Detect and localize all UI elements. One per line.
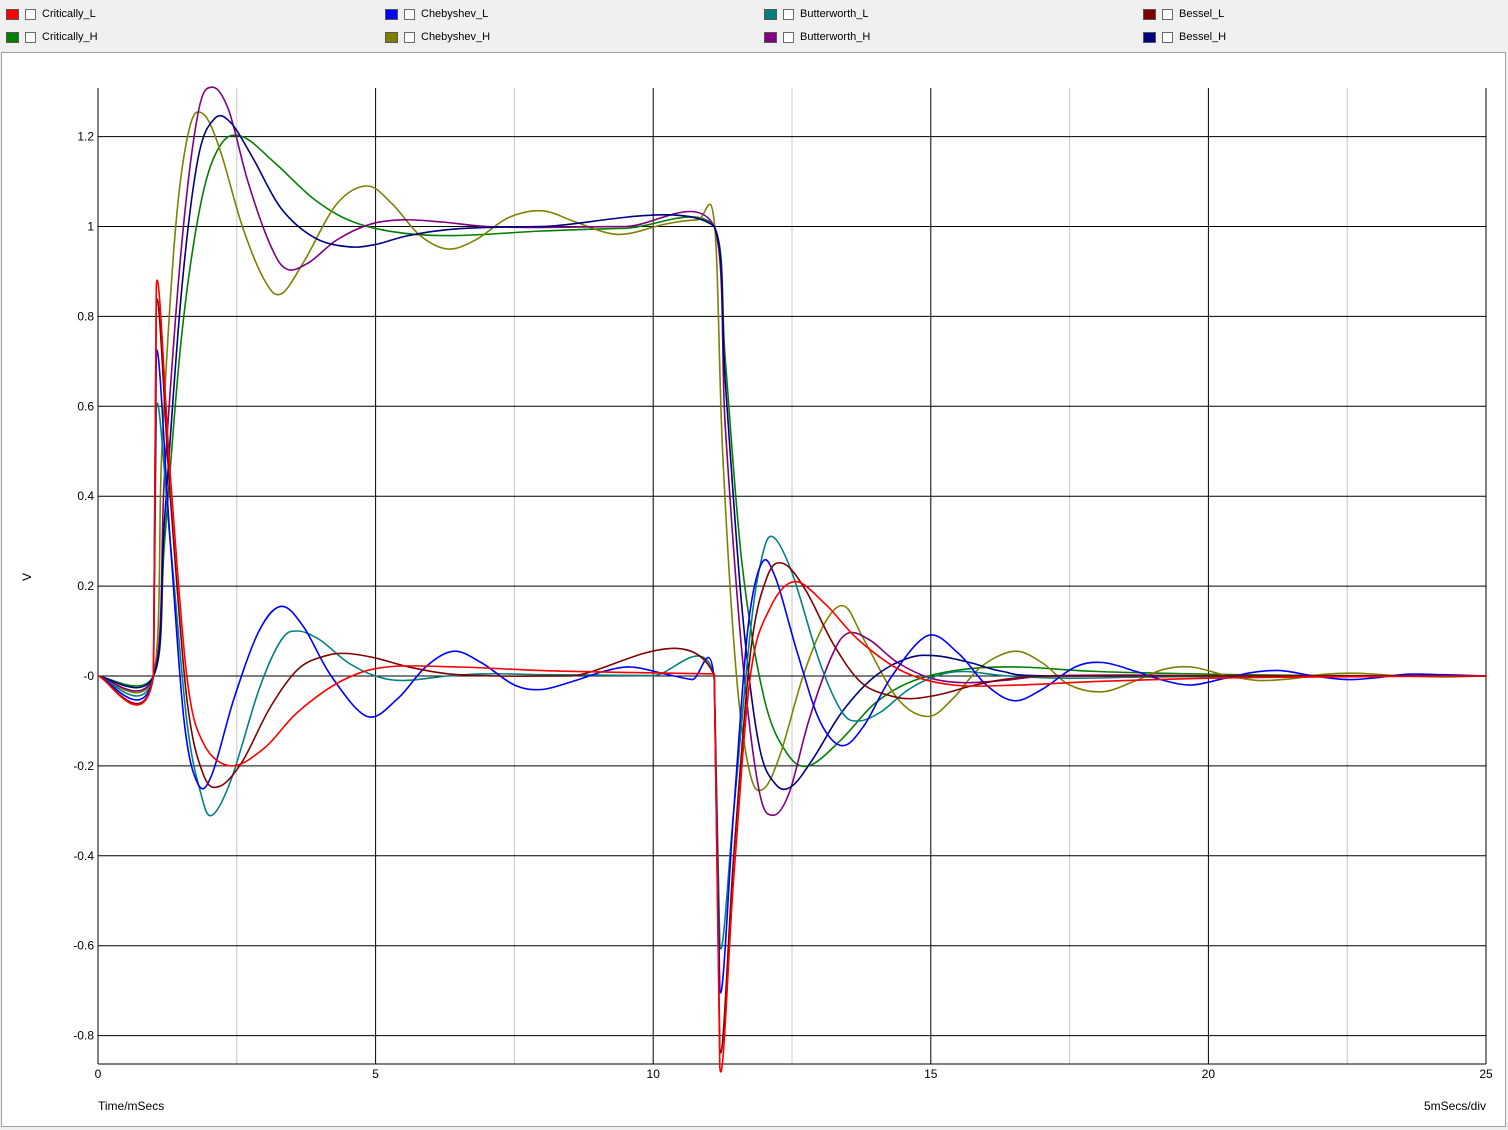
legend: Critically_L Critically_H Chebyshev_L Cheby…: [0, 0, 1508, 51]
legend-swatch: [764, 31, 777, 43]
y-axis-label: V: [20, 573, 34, 581]
x-tick-label: 20: [1202, 1067, 1216, 1081]
y-tick-label: 0.6: [77, 399, 94, 413]
legend-item-bessel-h[interactable]: Bessel_H: [1143, 27, 1226, 47]
legend-swatch: [385, 31, 398, 43]
legend-swatch: [385, 8, 398, 20]
series-line-bessel-l: [97, 298, 1487, 1054]
series-line-chebyshev-l: [97, 349, 1487, 994]
series-line-critically-l: [97, 279, 1487, 1073]
scale-label: 5mSecs/div: [1424, 1099, 1486, 1113]
legend-checkbox[interactable]: [1162, 8, 1173, 20]
legend-swatch: [6, 8, 19, 20]
series-line-bessel-h: [97, 114, 1487, 791]
axes: [97, 88, 1486, 1065]
legend-item-chebyshev-l[interactable]: Chebyshev_L: [385, 4, 488, 24]
legend-checkbox[interactable]: [783, 8, 794, 20]
legend-checkbox[interactable]: [1162, 31, 1173, 43]
legend-checkbox[interactable]: [404, 31, 415, 43]
y-tick-label: 0.2: [77, 579, 94, 593]
legend-label: Bessel_H: [1179, 31, 1227, 43]
y-tick-label: 0.4: [77, 489, 94, 503]
legend-item-critically-h[interactable]: Critically_H: [6, 27, 98, 47]
x-tick-label: 10: [647, 1067, 661, 1081]
series-group: [97, 86, 1487, 1073]
legend-label: Butterworth_L: [800, 8, 869, 20]
minor-gridlines: [236, 88, 1348, 1064]
legend-checkbox[interactable]: [25, 8, 36, 20]
tick-labels: 0 5 10 15 20 25 1.2 1 0.8 0.6 0.4 0.2 -0 -0.2 -0.4 -0.6…: [73, 130, 1493, 1081]
y-tick-label: -0.6: [73, 939, 94, 953]
legend-item-critically-l[interactable]: Critically_L: [6, 4, 96, 24]
legend-label: Butterworth_H: [800, 31, 871, 43]
legend-swatch: [1143, 8, 1156, 20]
y-tick-label: -0.2: [73, 759, 94, 773]
legend-swatch: [6, 31, 19, 43]
legend-item-butterworth-h[interactable]: Butterworth_H: [764, 27, 870, 47]
legend-item-butterworth-l[interactable]: Butterworth_L: [764, 4, 868, 24]
y-tick-label: 0.8: [77, 309, 94, 323]
legend-swatch: [1143, 31, 1156, 43]
x-tick-label: 25: [1479, 1067, 1493, 1081]
series-line-butterworth-h: [97, 86, 1487, 817]
x-axis-label: Time/mSecs: [98, 1099, 164, 1113]
legend-label: Critically_L: [42, 8, 96, 20]
legend-label: Chebyshev_H: [421, 31, 491, 43]
y-tick-label: -0: [83, 669, 94, 683]
x-tick-label: 0: [95, 1067, 102, 1081]
y-tick-label: 1.2: [77, 130, 94, 144]
x-tick-label: 5: [372, 1067, 379, 1081]
legend-label: Critically_H: [42, 31, 98, 43]
legend-checkbox[interactable]: [404, 8, 415, 20]
legend-checkbox[interactable]: [783, 31, 794, 43]
x-tick-label: 15: [924, 1067, 938, 1081]
series-line-butterworth-l: [97, 402, 1487, 950]
legend-swatch: [764, 8, 777, 20]
legend-label: Bessel_L: [1179, 8, 1225, 20]
y-tick-label: 1: [87, 220, 94, 234]
y-tick-label: -0.4: [73, 849, 94, 863]
series-line-chebyshev-h: [97, 111, 1487, 792]
legend-checkbox[interactable]: [25, 31, 36, 43]
legend-item-chebyshev-h[interactable]: Chebyshev_H: [385, 27, 490, 47]
y-tick-label: -0.8: [73, 1029, 94, 1043]
legend-label: Chebyshev_L: [421, 8, 489, 20]
legend-item-bessel-l[interactable]: Bessel_L: [1143, 4, 1224, 24]
